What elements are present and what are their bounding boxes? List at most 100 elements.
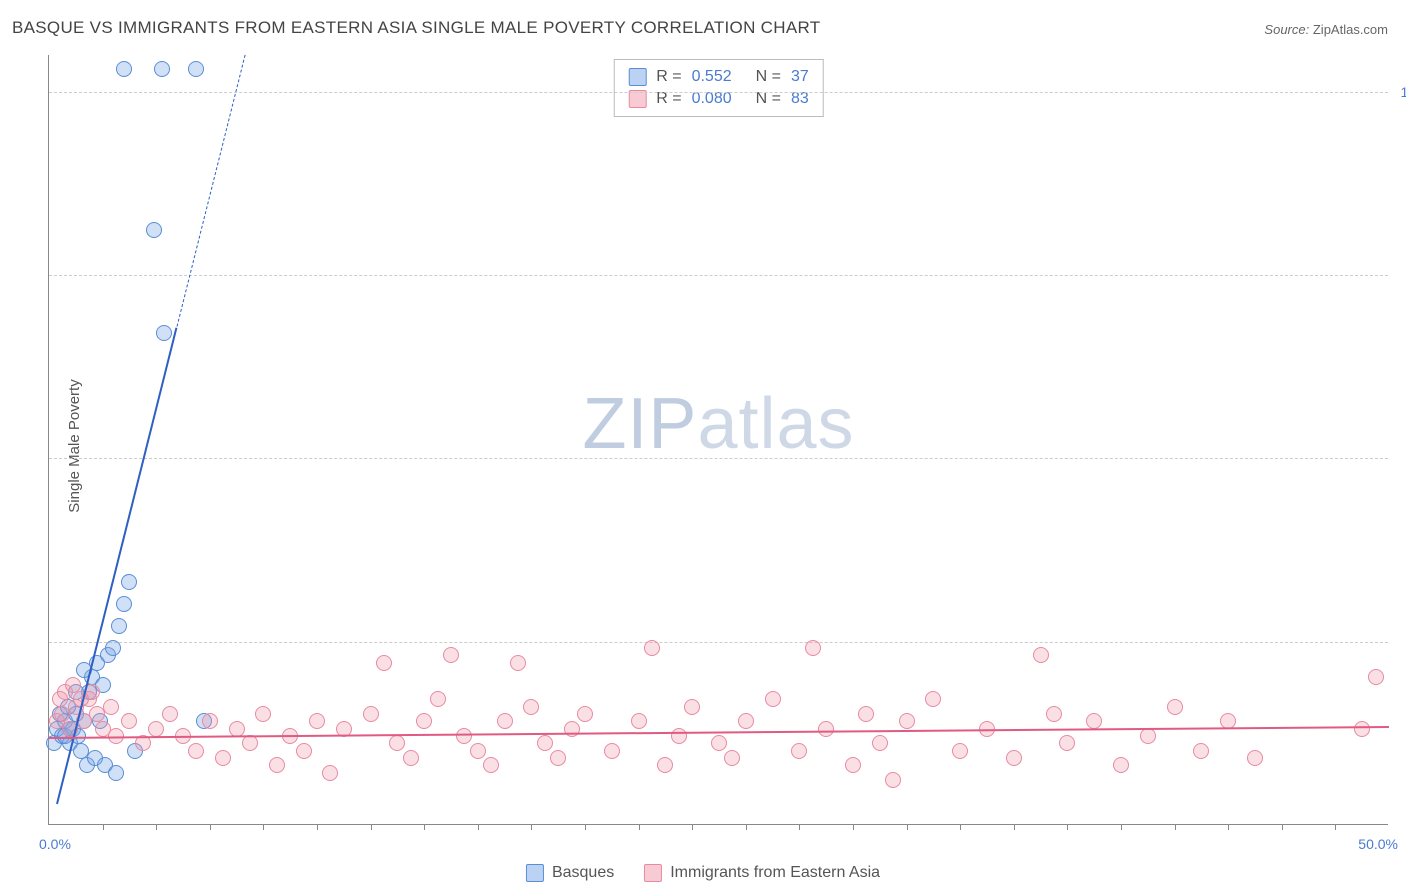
correlation-legend: R =0.552N =37R =0.080N =83 — [613, 59, 824, 117]
data-point — [1247, 750, 1263, 766]
x-axis-minor-tick — [1228, 824, 1229, 830]
data-point — [765, 691, 781, 707]
watermark-atlas: atlas — [697, 384, 854, 464]
data-point — [550, 750, 566, 766]
data-point — [430, 691, 446, 707]
trend-line — [176, 55, 245, 327]
legend-swatch — [644, 864, 662, 882]
data-point — [389, 735, 405, 751]
data-point — [711, 735, 727, 751]
data-point — [1006, 750, 1022, 766]
x-axis-minor-tick — [907, 824, 908, 830]
data-point — [103, 699, 119, 715]
data-point — [309, 713, 325, 729]
data-point — [845, 757, 861, 773]
watermark: ZIPatlas — [582, 383, 854, 465]
x-axis-minor-tick — [1121, 824, 1122, 830]
data-point — [1046, 706, 1062, 722]
data-point — [523, 699, 539, 715]
legend-n-label: N = — [756, 90, 781, 108]
legend-r-label: R = — [656, 68, 681, 86]
data-point — [416, 713, 432, 729]
x-axis-minor-tick — [1282, 824, 1283, 830]
source-label: Source: — [1264, 22, 1309, 37]
gridline — [49, 92, 1388, 93]
legend-n-label: N = — [756, 68, 781, 86]
x-axis-minor-tick — [1335, 824, 1336, 830]
legend-item: Immigrants from Eastern Asia — [644, 864, 880, 882]
data-point — [483, 757, 499, 773]
x-axis-minor-tick — [853, 824, 854, 830]
data-point — [510, 655, 526, 671]
gridline — [49, 275, 1388, 276]
x-axis-minor-tick — [1067, 824, 1068, 830]
data-point — [818, 721, 834, 737]
x-axis-tick-min: 0.0% — [39, 836, 71, 852]
watermark-zip: ZIP — [582, 384, 697, 464]
x-axis-minor-tick — [585, 824, 586, 830]
y-axis-tick: 50.0% — [1393, 450, 1406, 466]
x-axis-minor-tick — [799, 824, 800, 830]
data-point — [146, 222, 162, 238]
data-point — [65, 677, 81, 693]
data-point — [644, 640, 660, 656]
data-point — [154, 61, 170, 77]
data-point — [657, 757, 673, 773]
legend-n-value: 37 — [791, 68, 809, 86]
data-point — [456, 728, 472, 744]
data-point — [322, 765, 338, 781]
data-point — [1167, 699, 1183, 715]
data-point — [1086, 713, 1102, 729]
data-point — [188, 743, 204, 759]
legend-item: Basques — [526, 864, 614, 882]
x-axis-minor-tick — [210, 824, 211, 830]
x-axis-minor-tick — [639, 824, 640, 830]
x-axis-minor-tick — [531, 824, 532, 830]
data-point — [1059, 735, 1075, 751]
data-point — [805, 640, 821, 656]
y-axis-tick: 100.0% — [1393, 84, 1406, 100]
x-axis-minor-tick — [960, 824, 961, 830]
legend-label: Immigrants from Eastern Asia — [670, 864, 880, 881]
legend-r-label: R = — [656, 90, 681, 108]
data-point — [604, 743, 620, 759]
chart-title: BASQUE VS IMMIGRANTS FROM EASTERN ASIA S… — [12, 18, 820, 38]
data-point — [156, 325, 172, 341]
x-axis-minor-tick — [1175, 824, 1176, 830]
legend-swatch — [628, 90, 646, 108]
source-value: ZipAtlas.com — [1313, 22, 1388, 37]
data-point — [470, 743, 486, 759]
data-point — [671, 728, 687, 744]
data-point — [925, 691, 941, 707]
y-axis-tick: 25.0% — [1393, 634, 1406, 650]
data-point — [497, 713, 513, 729]
data-point — [215, 750, 231, 766]
legend-r-value: 0.080 — [692, 90, 732, 108]
data-point — [255, 706, 271, 722]
data-point — [872, 735, 888, 751]
data-point — [537, 735, 553, 751]
data-point — [684, 699, 700, 715]
data-point — [403, 750, 419, 766]
data-point — [188, 61, 204, 77]
x-axis-minor-tick — [263, 824, 264, 830]
legend-row: R =0.552N =37 — [628, 66, 809, 88]
data-point — [105, 640, 121, 656]
data-point — [162, 706, 178, 722]
y-axis-tick: 75.0% — [1393, 267, 1406, 283]
data-point — [229, 721, 245, 737]
data-point — [952, 743, 968, 759]
x-axis-minor-tick — [1014, 824, 1015, 830]
legend-swatch — [526, 864, 544, 882]
data-point — [242, 735, 258, 751]
legend-swatch — [628, 68, 646, 86]
data-point — [363, 706, 379, 722]
data-point — [738, 713, 754, 729]
x-axis-tick-max: 50.0% — [1358, 836, 1398, 852]
series-legend: Basques Immigrants from Eastern Asia — [526, 864, 880, 882]
x-axis-minor-tick — [424, 824, 425, 830]
scatter-plot-area: ZIPatlas R =0.552N =37R =0.080N =83 0.0%… — [48, 55, 1388, 825]
data-point — [116, 596, 132, 612]
legend-label: Basques — [552, 864, 614, 881]
data-point — [577, 706, 593, 722]
